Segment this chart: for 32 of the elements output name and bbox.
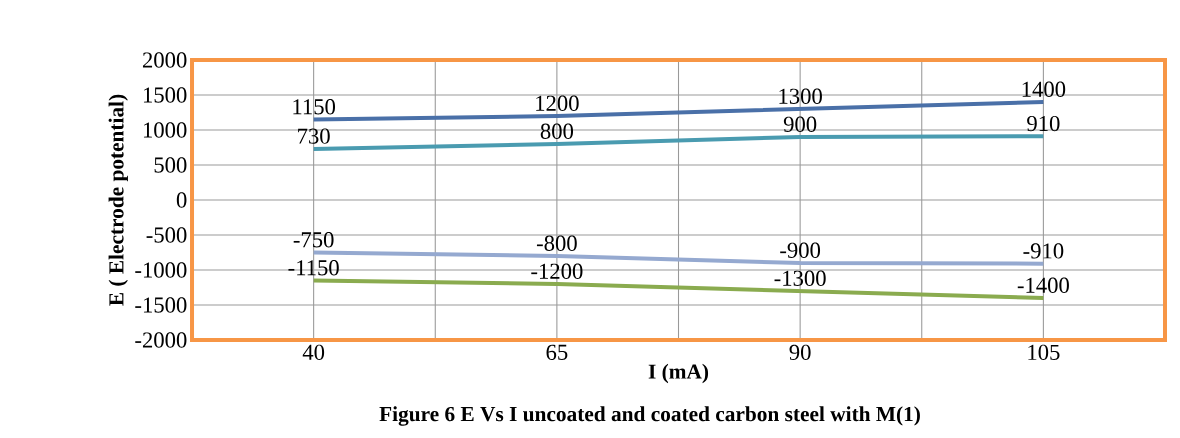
- data-label: 800: [540, 123, 574, 139]
- text: Figure 6 E Vs I uncoated and coated carbon steel with M(1): [379, 406, 920, 426]
- y-tick-label: 1500: [143, 87, 187, 103]
- data-label: -750: [293, 232, 334, 248]
- data-label: -1300: [774, 270, 826, 286]
- y-tick-label: 500: [154, 157, 187, 173]
- data-label: -1400: [1017, 277, 1069, 293]
- data-label: 1400: [1022, 81, 1066, 97]
- x-tick-label: 65: [546, 344, 568, 360]
- data-label: 1200: [536, 95, 579, 111]
- data-label: 910: [1027, 115, 1060, 132]
- y-tick-label: 1000: [143, 122, 187, 138]
- x-axis-title: I (mA): [648, 363, 709, 384]
- data-label: 1150: [293, 99, 336, 115]
- y-tick-label: -500: [146, 227, 187, 243]
- y-axis-title: E ( Electrode potential): [108, 94, 128, 306]
- x-tick-label: 40: [302, 344, 325, 360]
- data-label: -800: [536, 235, 577, 251]
- y-tick-label: 0: [176, 192, 187, 208]
- x-tick-label: 90: [789, 344, 811, 360]
- data-label: -1200: [531, 263, 583, 279]
- data-label: -910: [1023, 243, 1064, 259]
- y-tick-label: -1500: [135, 297, 187, 313]
- data-label: -900: [780, 242, 821, 258]
- y-tick-label: -1000: [135, 262, 187, 278]
- y-tick-label: -2000: [135, 332, 187, 348]
- data-label: 1300: [779, 88, 822, 104]
- y-tick-label: 2000: [142, 52, 187, 68]
- data-label: 730: [298, 128, 330, 144]
- data-label: 900: [783, 116, 817, 132]
- data-label: -1150: [288, 260, 339, 276]
- x-tick-label: 105: [1028, 344, 1060, 360]
